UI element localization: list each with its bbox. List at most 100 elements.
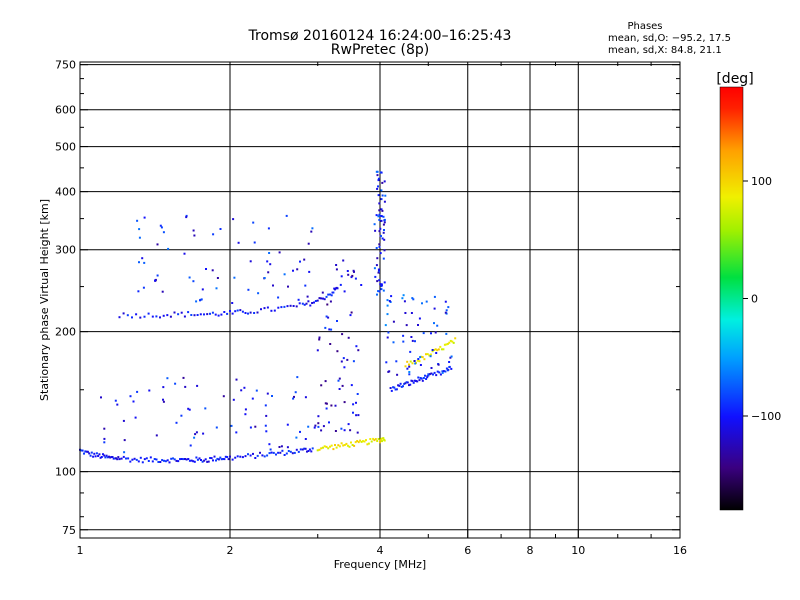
data-point [303, 258, 306, 261]
data-point [103, 437, 106, 440]
data-point [439, 373, 442, 376]
data-point [343, 444, 346, 446]
data-point [327, 447, 330, 450]
data-point [334, 404, 337, 407]
data-point [277, 306, 280, 309]
data-point [378, 209, 381, 212]
data-point [323, 445, 326, 448]
data-point [357, 441, 360, 444]
data-point [206, 460, 209, 463]
data-point [277, 296, 280, 299]
data-point [408, 363, 410, 366]
data-point [325, 445, 328, 448]
data-point [382, 215, 385, 218]
data-point [325, 402, 328, 405]
data-point [390, 295, 393, 298]
data-point [409, 383, 412, 386]
data-point [182, 458, 185, 461]
data-point [226, 312, 229, 315]
data-point [380, 235, 382, 238]
data-point [444, 300, 447, 303]
data-point [177, 460, 180, 463]
data-point [413, 360, 416, 362]
data-point [131, 458, 134, 461]
data-point [436, 370, 439, 373]
data-point [216, 277, 219, 279]
data-point [209, 312, 211, 315]
data-point [174, 382, 177, 385]
data-point [400, 385, 403, 388]
data-point [105, 454, 108, 457]
data-point [404, 382, 407, 385]
data-point [325, 315, 328, 318]
data-point [367, 442, 370, 445]
data-point [383, 439, 386, 442]
data-point [177, 313, 180, 316]
data-point [280, 445, 283, 448]
data-point [270, 309, 273, 312]
data-point [99, 456, 102, 459]
data-point [304, 438, 307, 440]
data-point [263, 455, 266, 458]
data-point [100, 396, 102, 399]
colorbar-ticks: 100 0 −100 [743, 175, 781, 423]
data-point [445, 343, 448, 346]
data-point [386, 313, 389, 316]
data-point [448, 366, 451, 368]
data-point [217, 314, 220, 317]
y-tick-label: 100 [55, 466, 76, 479]
data-point [153, 458, 156, 460]
data-point [384, 324, 387, 327]
data-point [449, 339, 452, 342]
data-point [379, 441, 381, 444]
data-point [378, 290, 381, 293]
data-point [383, 219, 386, 222]
data-point [355, 345, 358, 348]
data-point [268, 452, 271, 455]
data-point [206, 313, 209, 316]
data-point [402, 334, 405, 337]
data-point [210, 457, 213, 460]
data-point [379, 215, 382, 217]
data-point [325, 407, 328, 410]
data-point [430, 367, 433, 369]
data-point [439, 345, 442, 348]
data-point [427, 374, 430, 377]
data-point [110, 456, 113, 458]
data-point [356, 393, 359, 395]
data-point [256, 311, 259, 314]
data-point [328, 328, 331, 331]
data-point [342, 259, 345, 262]
data-point [185, 216, 188, 219]
data-point [399, 382, 402, 385]
x-tick-label: 16 [673, 544, 687, 557]
data-point [307, 425, 310, 428]
data-point [360, 284, 363, 286]
data-point [180, 311, 183, 314]
data-point [263, 307, 266, 310]
data-point [336, 350, 339, 353]
data-point [417, 324, 419, 326]
data-point [109, 456, 112, 459]
data-point [342, 444, 345, 447]
data-point [381, 209, 384, 212]
data-point [376, 440, 379, 442]
data-point [229, 455, 231, 458]
data-point [404, 365, 407, 368]
colorbar [719, 86, 744, 511]
data-point [448, 361, 451, 363]
data-point [398, 384, 401, 387]
data-point [142, 286, 145, 289]
data-point [442, 348, 445, 351]
data-point [129, 460, 132, 463]
data-point [350, 276, 353, 279]
data-point [410, 336, 413, 338]
data-point [376, 293, 378, 296]
data-point [437, 348, 440, 351]
colorbar-tick-label: 0 [751, 293, 758, 306]
data-point [314, 424, 317, 427]
data-point [265, 430, 268, 433]
data-point [188, 276, 191, 279]
data-point [270, 451, 273, 454]
data-point [442, 370, 445, 373]
